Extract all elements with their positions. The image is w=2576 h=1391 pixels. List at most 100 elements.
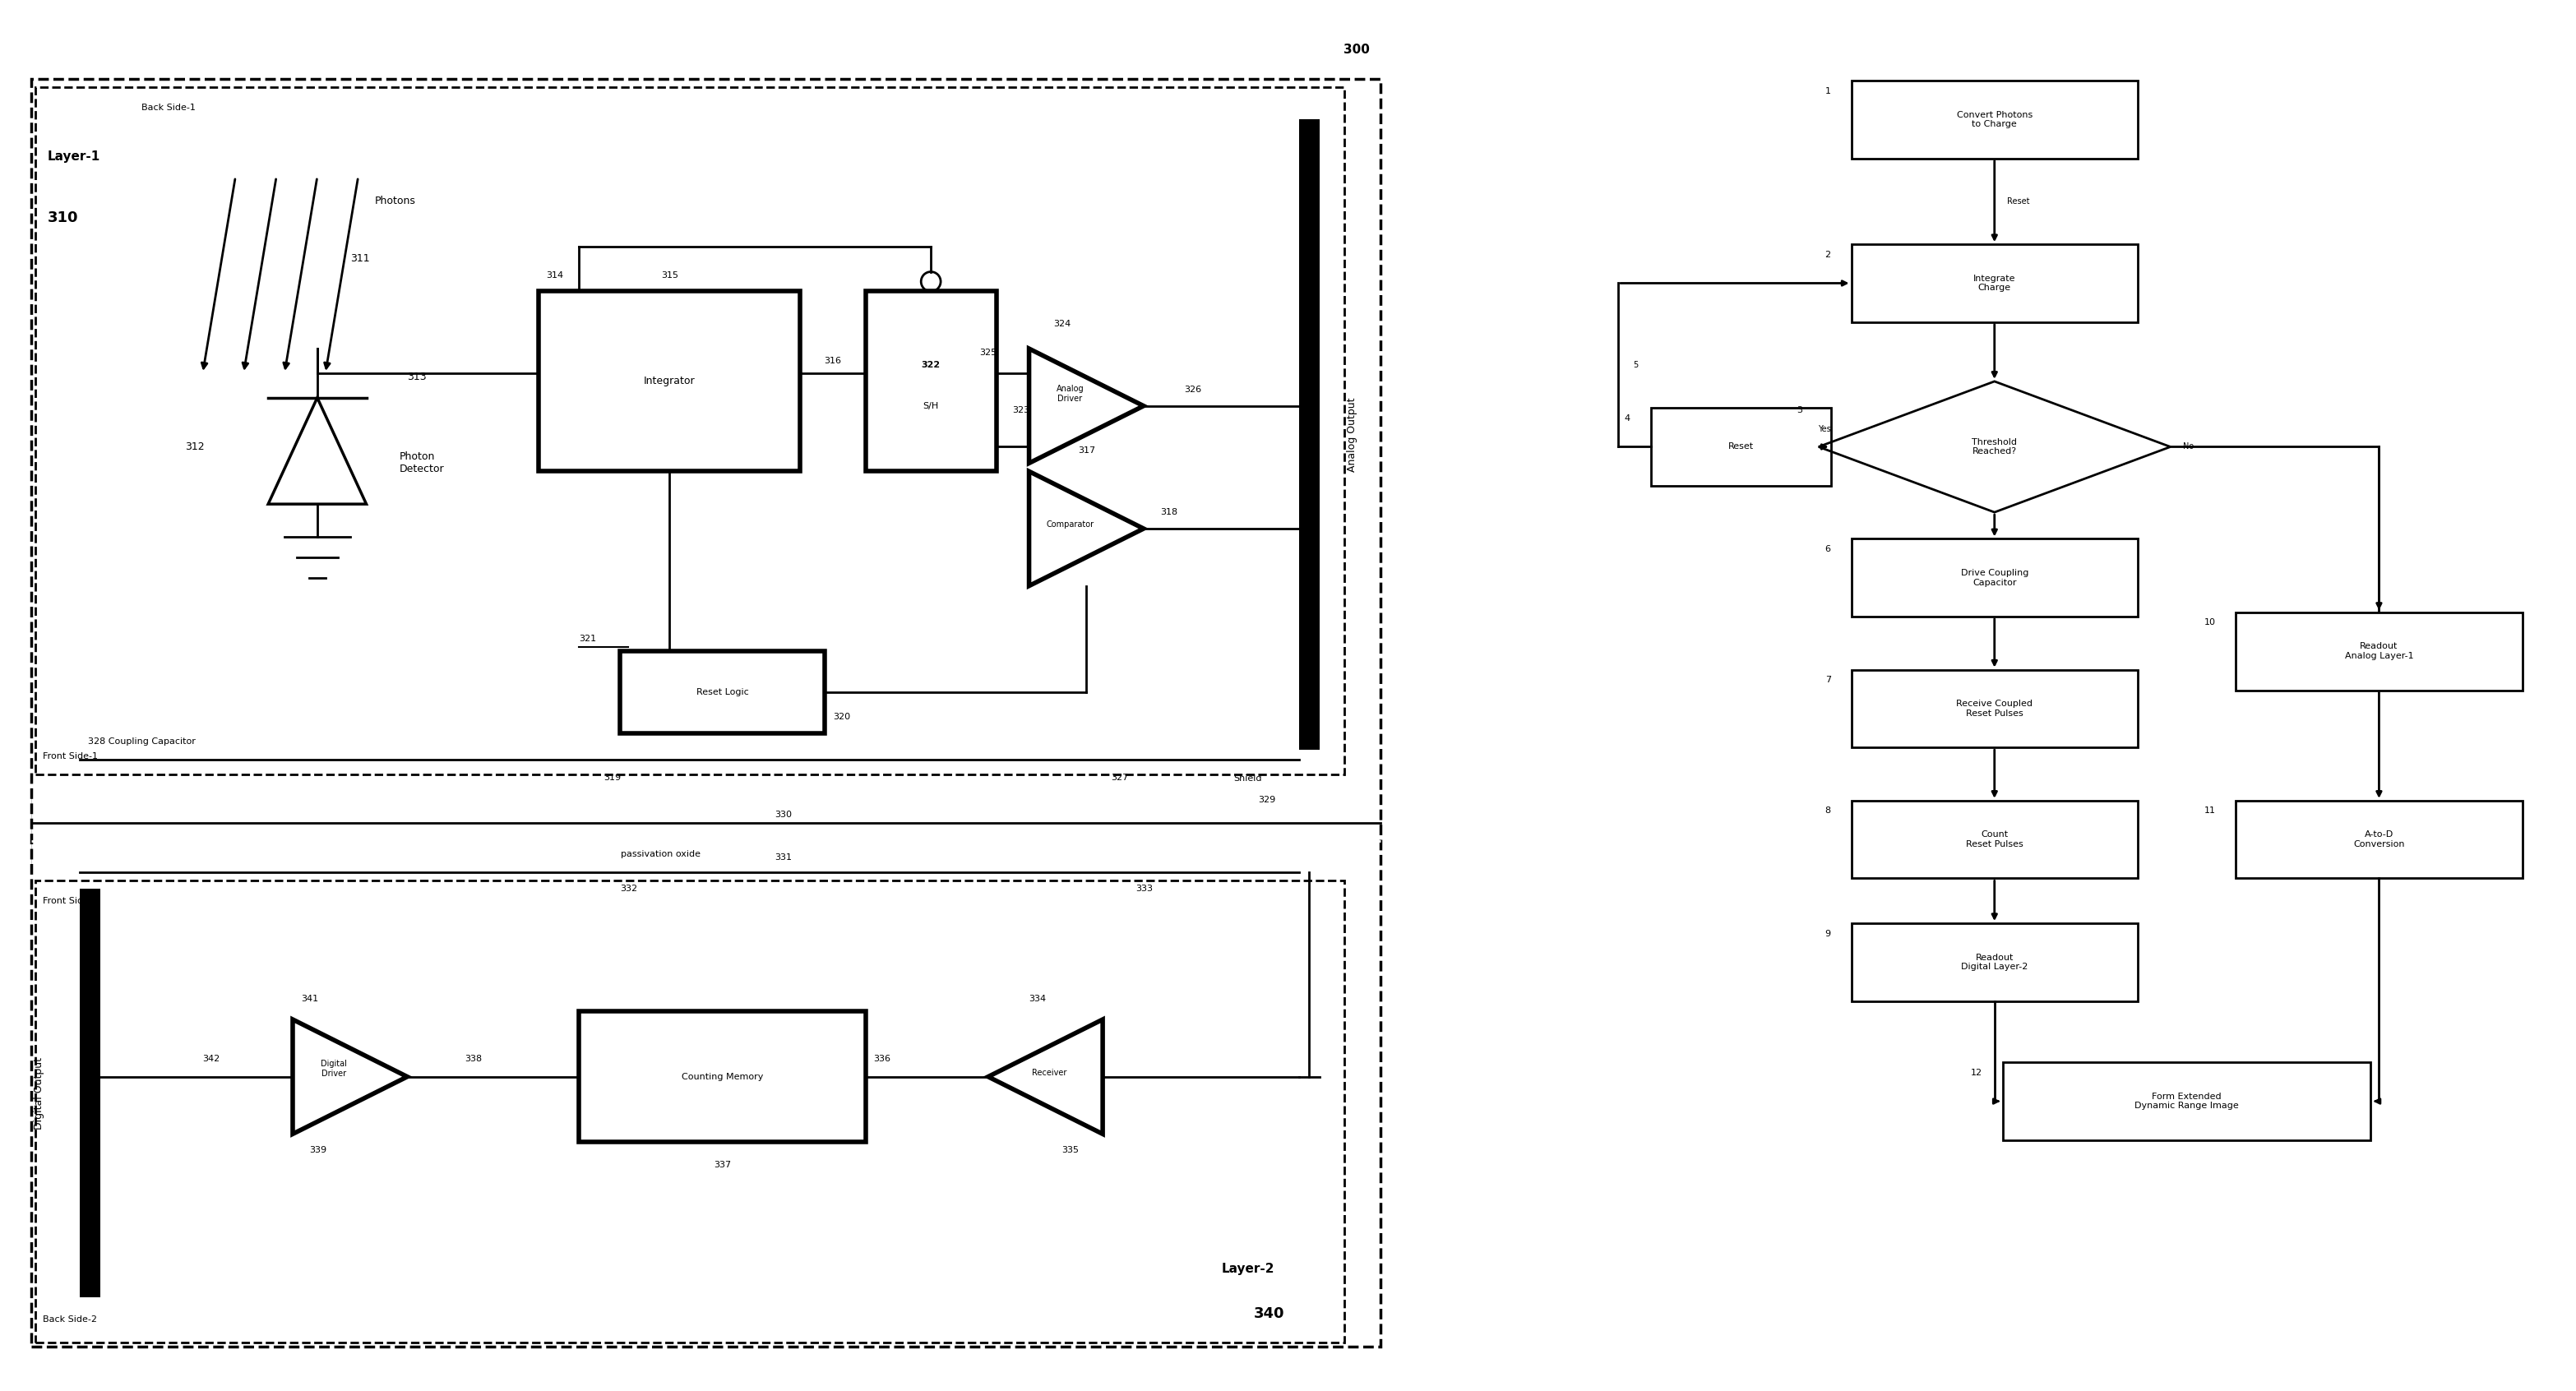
Text: 318: 318 (1159, 508, 1177, 516)
FancyBboxPatch shape (1852, 669, 2138, 747)
Text: No: No (2182, 442, 2195, 451)
Text: Front Side-1: Front Side-1 (44, 753, 98, 759)
FancyBboxPatch shape (1651, 408, 1832, 485)
Text: Drive Coupling
Capacitor: Drive Coupling Capacitor (1960, 569, 2027, 587)
FancyBboxPatch shape (1852, 924, 2138, 1002)
Text: 325: 325 (979, 349, 997, 357)
Text: Integrator: Integrator (644, 376, 696, 387)
FancyBboxPatch shape (1298, 120, 1319, 750)
FancyBboxPatch shape (538, 291, 801, 472)
Text: 315: 315 (662, 271, 677, 280)
Text: 328 Coupling Capacitor: 328 Coupling Capacitor (88, 737, 196, 746)
Text: 11: 11 (2205, 807, 2215, 815)
Text: 320: 320 (832, 712, 850, 721)
FancyBboxPatch shape (80, 889, 100, 1298)
Text: 342: 342 (204, 1054, 219, 1063)
Text: Front Side-2: Front Side-2 (44, 897, 98, 906)
Text: Receiver: Receiver (1033, 1068, 1066, 1077)
Text: 6: 6 (1826, 545, 1832, 554)
Text: 341: 341 (301, 995, 319, 1003)
Text: Back Side-2: Back Side-2 (44, 1316, 98, 1324)
Text: 337: 337 (714, 1161, 732, 1170)
Text: 332: 332 (621, 885, 636, 893)
Text: 313: 313 (407, 371, 428, 383)
Text: Comparator: Comparator (1046, 520, 1095, 529)
Text: 310: 310 (46, 210, 77, 225)
Text: 339: 339 (309, 1146, 327, 1155)
Text: S/H: S/H (922, 402, 938, 410)
FancyBboxPatch shape (1852, 245, 2138, 323)
Text: 2: 2 (1824, 250, 1832, 259)
Text: 312: 312 (185, 441, 204, 452)
Text: Integrate
Charge: Integrate Charge (1973, 274, 2014, 292)
Text: Layer-1: Layer-1 (46, 150, 100, 163)
Text: 311: 311 (350, 253, 368, 264)
Text: Back Side-1: Back Side-1 (142, 103, 196, 111)
Text: 317: 317 (1079, 447, 1095, 455)
FancyBboxPatch shape (580, 1011, 866, 1142)
Text: Photon
Detector: Photon Detector (399, 452, 443, 474)
Text: 319: 319 (603, 773, 621, 782)
Text: 334: 334 (1028, 995, 1046, 1003)
Text: 336: 336 (873, 1054, 891, 1063)
Text: Photons: Photons (374, 196, 415, 207)
FancyBboxPatch shape (2236, 801, 2522, 878)
FancyBboxPatch shape (1852, 81, 2138, 159)
FancyBboxPatch shape (1852, 538, 2138, 616)
FancyBboxPatch shape (36, 881, 1345, 1342)
Text: Digital
Driver: Digital Driver (319, 1060, 348, 1078)
Text: 323: 323 (1012, 406, 1030, 415)
Text: A-to-D
Conversion: A-to-D Conversion (2354, 830, 2406, 849)
Text: Shield: Shield (1234, 773, 1262, 782)
Text: 327: 327 (1110, 773, 1128, 782)
Text: Readout
Analog Layer-1: Readout Analog Layer-1 (2344, 643, 2414, 661)
FancyBboxPatch shape (31, 798, 1381, 872)
Text: Form Extended
Dynamic Range Image: Form Extended Dynamic Range Image (2136, 1092, 2239, 1110)
FancyBboxPatch shape (31, 79, 1381, 1346)
Text: Count
Reset Pulses: Count Reset Pulses (1965, 830, 2022, 849)
Text: 1: 1 (1826, 86, 1832, 95)
Text: Threshold
Reached?: Threshold Reached? (1971, 438, 2017, 456)
Text: Reset Logic: Reset Logic (696, 689, 750, 697)
Text: 330: 330 (775, 811, 793, 819)
Text: 3: 3 (1795, 406, 1803, 415)
Text: Reset: Reset (2007, 198, 2030, 206)
Text: 331: 331 (775, 853, 793, 861)
Text: Reset: Reset (1728, 442, 1754, 451)
Text: 9: 9 (1824, 929, 1832, 938)
Text: 300: 300 (1342, 45, 1370, 56)
Text: Counting Memory: Counting Memory (683, 1072, 762, 1081)
Text: Yes: Yes (1819, 424, 1832, 433)
Text: 12: 12 (1971, 1068, 1981, 1077)
Text: Readout
Digital Layer-2: Readout Digital Layer-2 (1960, 953, 2027, 971)
Text: 316: 316 (824, 357, 842, 364)
Text: 329: 329 (1257, 796, 1275, 804)
Text: Digital Output: Digital Output (33, 1057, 44, 1129)
Text: 4: 4 (1625, 415, 1631, 423)
Text: 324: 324 (1054, 320, 1072, 328)
Text: 340: 340 (1255, 1306, 1285, 1321)
Text: 322: 322 (922, 360, 940, 369)
Text: Layer-2: Layer-2 (1221, 1263, 1275, 1276)
Text: 8: 8 (1824, 807, 1832, 815)
Text: 314: 314 (546, 271, 564, 280)
Text: Convert Photons
to Charge: Convert Photons to Charge (1958, 111, 2032, 128)
Text: 335: 335 (1061, 1146, 1079, 1155)
Text: 321: 321 (580, 634, 598, 643)
Text: 333: 333 (1136, 885, 1151, 893)
Text: 10: 10 (2205, 619, 2215, 627)
FancyBboxPatch shape (866, 291, 997, 472)
FancyBboxPatch shape (2002, 1063, 2370, 1141)
Text: Analog
Driver: Analog Driver (1056, 385, 1084, 402)
Text: 5: 5 (1633, 360, 1638, 369)
FancyBboxPatch shape (621, 651, 824, 733)
FancyBboxPatch shape (2236, 612, 2522, 690)
FancyBboxPatch shape (36, 86, 1345, 773)
Text: 7: 7 (1824, 676, 1832, 684)
Text: Analog Output: Analog Output (1347, 398, 1358, 472)
Text: Receive Coupled
Reset Pulses: Receive Coupled Reset Pulses (1955, 700, 2032, 718)
FancyBboxPatch shape (1852, 801, 2138, 878)
Text: passivation oxide: passivation oxide (621, 850, 701, 858)
Text: 326: 326 (1185, 385, 1203, 394)
Text: 338: 338 (464, 1054, 482, 1063)
